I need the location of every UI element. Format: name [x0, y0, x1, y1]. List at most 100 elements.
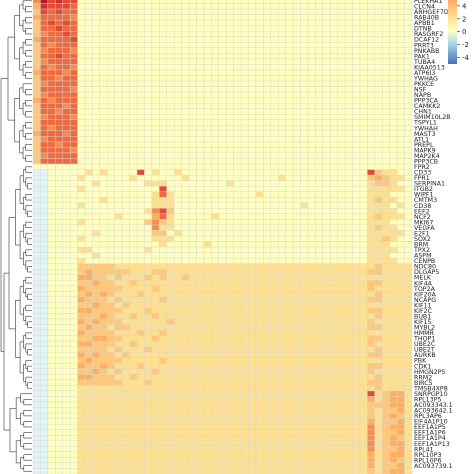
heatmap-cell — [367, 407, 376, 414]
heatmap-cell — [218, 302, 227, 309]
heatmap-cell — [396, 457, 405, 464]
heatmap-cell — [382, 91, 390, 98]
heatmap-cell — [159, 197, 167, 203]
heatmap-cell — [396, 379, 405, 386]
heatmap-cell — [136, 69, 145, 76]
heatmap-cell — [263, 114, 271, 120]
heatmap-cell — [292, 246, 301, 253]
heatmap-cell — [278, 401, 286, 408]
heatmap-cell — [55, 252, 63, 259]
heatmap-cell — [263, 352, 271, 358]
heatmap-cell — [40, 14, 49, 21]
heatmap-cell — [47, 3, 56, 10]
heatmap-cell — [114, 285, 123, 292]
heatmap-cell — [114, 86, 123, 93]
heatmap-cell — [129, 368, 138, 375]
heatmap-cell — [352, 224, 361, 231]
heatmap-cell — [278, 235, 286, 242]
heatmap-cell — [226, 462, 234, 469]
heatmap-cell — [374, 136, 383, 143]
heatmap-cell — [263, 230, 271, 237]
heatmap-cell — [292, 75, 301, 82]
heatmap-cell — [144, 36, 153, 43]
heatmap-cell — [203, 440, 212, 447]
heatmap-cell — [404, 102, 413, 109]
heatmap-cell — [84, 180, 93, 187]
heatmap-cell — [62, 324, 71, 331]
heatmap-cell — [62, 385, 71, 392]
heatmap-cell — [181, 230, 190, 237]
heatmap-cell — [188, 197, 197, 203]
heatmap-cell — [181, 357, 190, 364]
heatmap-cell — [69, 97, 78, 104]
heatmap-cell — [270, 241, 279, 248]
heatmap-cell — [203, 108, 212, 115]
heatmap-cell — [226, 230, 234, 237]
heatmap-cell — [84, 440, 93, 447]
heatmap-cell — [166, 235, 175, 242]
heatmap-cell — [300, 263, 309, 270]
heatmap-cell — [359, 307, 368, 314]
heatmap-cell — [226, 307, 234, 314]
heatmap-cell — [322, 42, 331, 49]
heatmap-cell — [359, 185, 368, 192]
row-label: PPP3CA — [414, 98, 439, 105]
heatmap-cell — [203, 269, 212, 275]
heatmap-cell — [166, 185, 175, 192]
heatmap-cell — [129, 224, 138, 231]
heatmap-cell — [233, 468, 242, 474]
heatmap-cell — [32, 280, 41, 287]
heatmap-cell — [359, 31, 368, 37]
heatmap-cell — [292, 36, 301, 43]
heatmap-cell — [233, 291, 242, 298]
heatmap-cell — [114, 379, 123, 386]
heatmap-cell — [92, 64, 101, 71]
heatmap-cell — [233, 114, 242, 120]
heatmap-cell — [166, 374, 175, 381]
heatmap-cell — [62, 396, 71, 403]
heatmap-cell — [47, 252, 56, 259]
heatmap-cell — [84, 136, 93, 143]
heatmap-cell — [203, 291, 212, 298]
heatmap-cell — [32, 451, 41, 458]
heatmap-cell — [181, 80, 190, 87]
heatmap-cell — [322, 64, 331, 71]
heatmap-cell — [196, 435, 205, 441]
heatmap-cell — [173, 202, 182, 209]
heatmap-cell — [278, 302, 286, 309]
heatmap-cell — [77, 197, 86, 203]
heatmap-cell — [389, 269, 398, 275]
heatmap-cell — [40, 379, 49, 386]
heatmap-cell — [151, 329, 160, 336]
heatmap-cell — [270, 346, 279, 353]
heatmap-cell — [322, 390, 331, 397]
heatmap-cell — [352, 185, 361, 192]
heatmap-cell — [248, 363, 257, 370]
heatmap-cell — [226, 185, 234, 192]
heatmap-cell — [121, 75, 130, 82]
heatmap-cell — [196, 213, 205, 220]
heatmap-cell — [240, 130, 249, 137]
heatmap-cell — [240, 36, 249, 43]
heatmap-cell — [136, 64, 145, 71]
heatmap-cell — [203, 197, 212, 203]
heatmap-cell — [121, 352, 130, 358]
heatmap-cell — [396, 141, 405, 148]
heatmap-cell — [240, 174, 249, 181]
heatmap-cell — [40, 58, 49, 65]
heatmap-cell — [374, 385, 383, 392]
heatmap-cell — [188, 296, 197, 303]
heatmap-cell — [263, 141, 271, 148]
heatmap-cell — [382, 141, 390, 148]
heatmap-cell — [32, 31, 41, 37]
heatmap-cell — [188, 363, 197, 370]
heatmap-cell — [211, 191, 219, 198]
heatmap-cell — [151, 385, 160, 392]
heatmap-cell — [136, 141, 145, 148]
heatmap-cell — [196, 357, 205, 364]
heatmap-cell — [285, 75, 294, 82]
heatmap-cell — [69, 197, 78, 203]
heatmap-cell — [181, 423, 190, 430]
heatmap-cell — [226, 158, 234, 165]
heatmap-cell — [203, 114, 212, 120]
